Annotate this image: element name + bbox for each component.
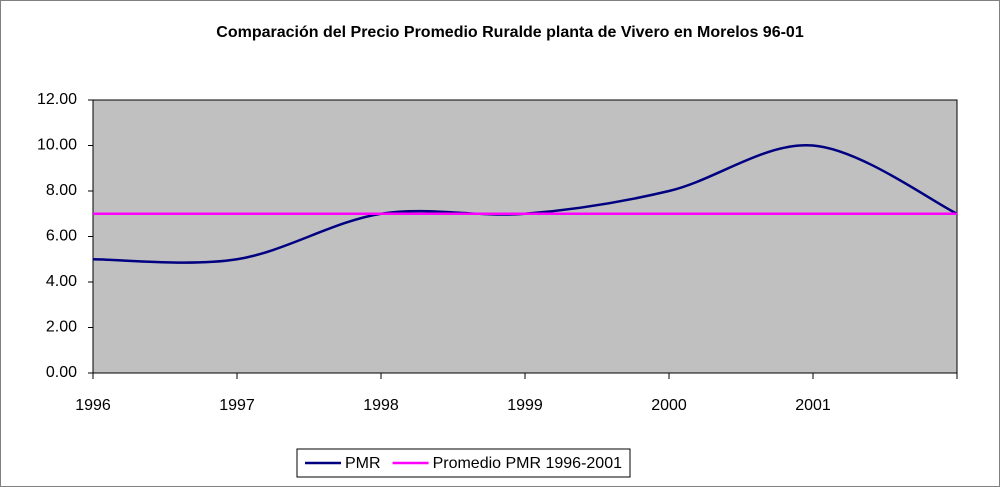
x-tick-label: 1997	[219, 397, 255, 414]
legend-box	[296, 448, 631, 478]
y-tick-label: 4.00	[46, 273, 77, 290]
chart-title: Comparación del Precio Promedio Ruralde …	[216, 24, 804, 41]
y-tick-label: 10.00	[37, 137, 77, 154]
y-tick-label: 2.00	[46, 319, 77, 336]
y-tick-label: 6.00	[46, 228, 77, 245]
x-tick-label: 2001	[795, 397, 831, 414]
y-tick-label: 12.00	[37, 91, 77, 108]
plot-area	[92, 99, 958, 374]
x-tick-label: 1998	[363, 397, 399, 414]
x-tick-label: 1996	[75, 397, 111, 414]
x-tick-label: 2000	[651, 397, 687, 414]
legend-label: PMR	[345, 455, 381, 472]
legend-label: Promedio PMR 1996-2001	[433, 455, 623, 472]
y-tick-label: 0.00	[46, 364, 77, 381]
legend: PMR Promedio PMR 1996-2001	[296, 448, 631, 478]
x-tick-label: 1999	[507, 397, 543, 414]
y-tick-label: 8.00	[46, 182, 77, 199]
